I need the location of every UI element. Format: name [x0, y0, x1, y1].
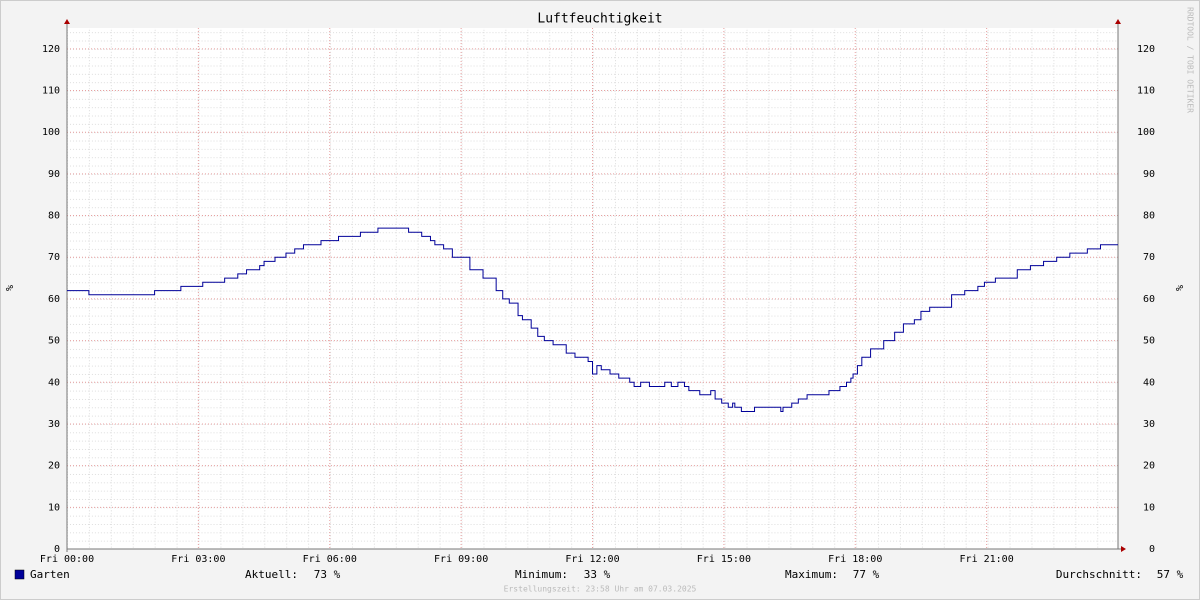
y-tick-label-right: 80	[1143, 211, 1155, 222]
legend-label: Garten	[30, 568, 70, 581]
stat-value: 33 %	[584, 568, 611, 581]
y-axis-label: %	[5, 285, 16, 291]
y-tick-label: 50	[48, 336, 60, 347]
watermark: RRDTOOL / TOBI OETIKER	[1186, 7, 1195, 113]
y-tick-label: 30	[48, 419, 60, 430]
stat-label: Aktuell:	[245, 568, 298, 581]
stat-label: Minimum:	[515, 568, 568, 581]
y-tick-label: 90	[48, 169, 60, 180]
x-tick-label: Fri 03:00	[171, 554, 225, 565]
y-tick-label-right: 10	[1143, 502, 1155, 513]
y-tick-label: 100	[42, 127, 60, 138]
x-tick-label: Fri 15:00	[697, 554, 751, 565]
x-tick-label: Fri 00:00	[40, 554, 94, 565]
stat-label: Maximum:	[785, 568, 838, 581]
data-line	[67, 227, 1118, 412]
x-tick-label: Fri 21:00	[960, 554, 1014, 565]
x-tick-label: Fri 09:00	[434, 554, 488, 565]
y-tick-label: 120	[42, 44, 60, 55]
x-tick-label: Fri 12:00	[565, 554, 619, 565]
chart-title: Luftfeuchtigkeit	[537, 12, 662, 27]
axis-arrow	[64, 19, 70, 24]
y-tick-label-right: 50	[1143, 336, 1155, 347]
y-tick-label: 110	[42, 86, 60, 97]
y-tick-label-right: 100	[1137, 127, 1155, 138]
axis-arrow	[1121, 546, 1126, 552]
footer: Erstellungszeit: 23:58 Uhr am 07.03.2025	[504, 585, 697, 594]
stat-value: 73 %	[314, 568, 341, 581]
axis-arrow	[1115, 19, 1121, 24]
y-tick-label: 10	[48, 502, 60, 513]
y-tick-label-right: 40	[1143, 377, 1155, 388]
stat-label: Durchschnitt:	[1056, 568, 1142, 581]
minor-grid	[67, 28, 1118, 549]
y-tick-label: 70	[48, 252, 60, 263]
y-tick-label-right: 20	[1143, 461, 1155, 472]
legend-swatch	[14, 569, 25, 580]
x-tick-label: Fri 06:00	[303, 554, 357, 565]
y-tick-label: 60	[48, 294, 60, 305]
y-tick-label: 80	[48, 211, 60, 222]
stat-value: 57 %	[1157, 568, 1184, 581]
y-tick-label-right: 0	[1149, 544, 1155, 555]
y-tick-label: 0	[54, 544, 60, 555]
y-tick-label-right: 70	[1143, 252, 1155, 263]
stat-value: 77 %	[853, 568, 880, 581]
y-tick-label-right: 110	[1137, 86, 1155, 97]
y-axis-label-right: %	[1175, 285, 1186, 291]
y-tick-label-right: 60	[1143, 294, 1155, 305]
y-tick-label: 20	[48, 461, 60, 472]
y-tick-label-right: 30	[1143, 419, 1155, 430]
y-tick-label-right: 120	[1137, 44, 1155, 55]
y-tick-label-right: 90	[1143, 169, 1155, 180]
y-tick-label: 40	[48, 377, 60, 388]
x-tick-label: Fri 18:00	[828, 554, 882, 565]
